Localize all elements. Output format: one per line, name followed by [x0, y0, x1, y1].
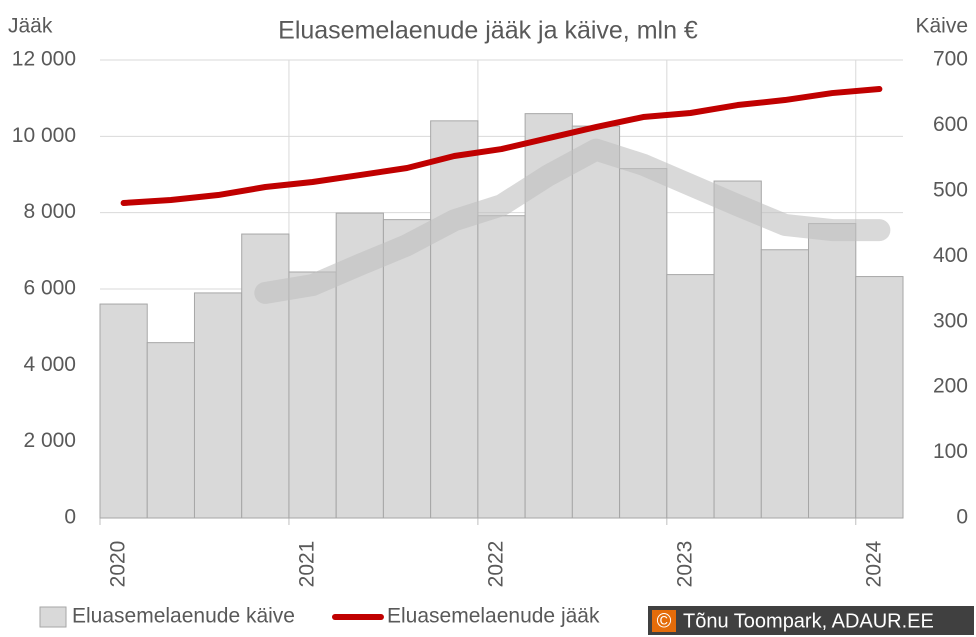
- bar: [713, 180, 762, 519]
- legend-label: Eluasemelaenude jääk: [387, 605, 600, 628]
- y-tick-label: 4 000: [23, 353, 76, 376]
- x-tick-label: 2021: [295, 541, 318, 588]
- bar: [193, 292, 243, 519]
- bar: [855, 276, 904, 519]
- y2-tick-label: 300: [933, 309, 968, 332]
- y2-tick-label: 700: [933, 48, 968, 71]
- bar: [666, 274, 715, 519]
- x-tick-label: 2023: [673, 541, 696, 588]
- credit-box: [648, 606, 974, 635]
- x-tick-label: 2020: [107, 541, 130, 588]
- x-tick-label: 2022: [484, 541, 507, 588]
- y2-tick-label: 400: [933, 244, 968, 267]
- bar: [619, 168, 668, 519]
- bar: [288, 271, 337, 519]
- bar: [146, 342, 195, 519]
- legend-swatch: [39, 606, 67, 628]
- credit-symbol: ©: [657, 610, 672, 632]
- y2-tick-label: 100: [933, 440, 968, 463]
- bar: [430, 120, 479, 519]
- y2-tick-label: 200: [933, 375, 968, 398]
- x-tick-label: 2024: [862, 540, 885, 587]
- y-axis-title: Jääk: [8, 15, 53, 38]
- bar: [571, 125, 621, 519]
- y2-tick-label: 500: [933, 178, 968, 201]
- bar: [760, 249, 810, 519]
- line: [120, 86, 883, 207]
- chart-title: Eluasemelaenude jääk ja käive, mln €: [278, 17, 698, 45]
- trend-line: [254, 138, 891, 304]
- bar: [477, 215, 526, 519]
- bar: [382, 219, 432, 519]
- y-tick-label: 0: [64, 506, 76, 529]
- y-tick-label: 6 000: [23, 277, 76, 300]
- bar: [808, 223, 857, 519]
- y-tick-label: 2 000: [23, 429, 76, 452]
- credit-text: Tõnu Toompark, ADAUR.EE: [683, 610, 934, 632]
- y-tick-label: 8 000: [23, 200, 76, 223]
- y-tick-label: 12 000: [12, 48, 76, 71]
- credit-icon: [652, 610, 676, 632]
- bar: [241, 233, 290, 519]
- bar: [99, 303, 148, 519]
- legend-label: Eluasemelaenude käive: [72, 605, 295, 628]
- y2-axis-title: Käive: [915, 15, 968, 38]
- y2-tick-label: 600: [933, 113, 968, 136]
- y2-tick-label: 0: [956, 506, 968, 529]
- y-tick-label: 10 000: [12, 124, 76, 147]
